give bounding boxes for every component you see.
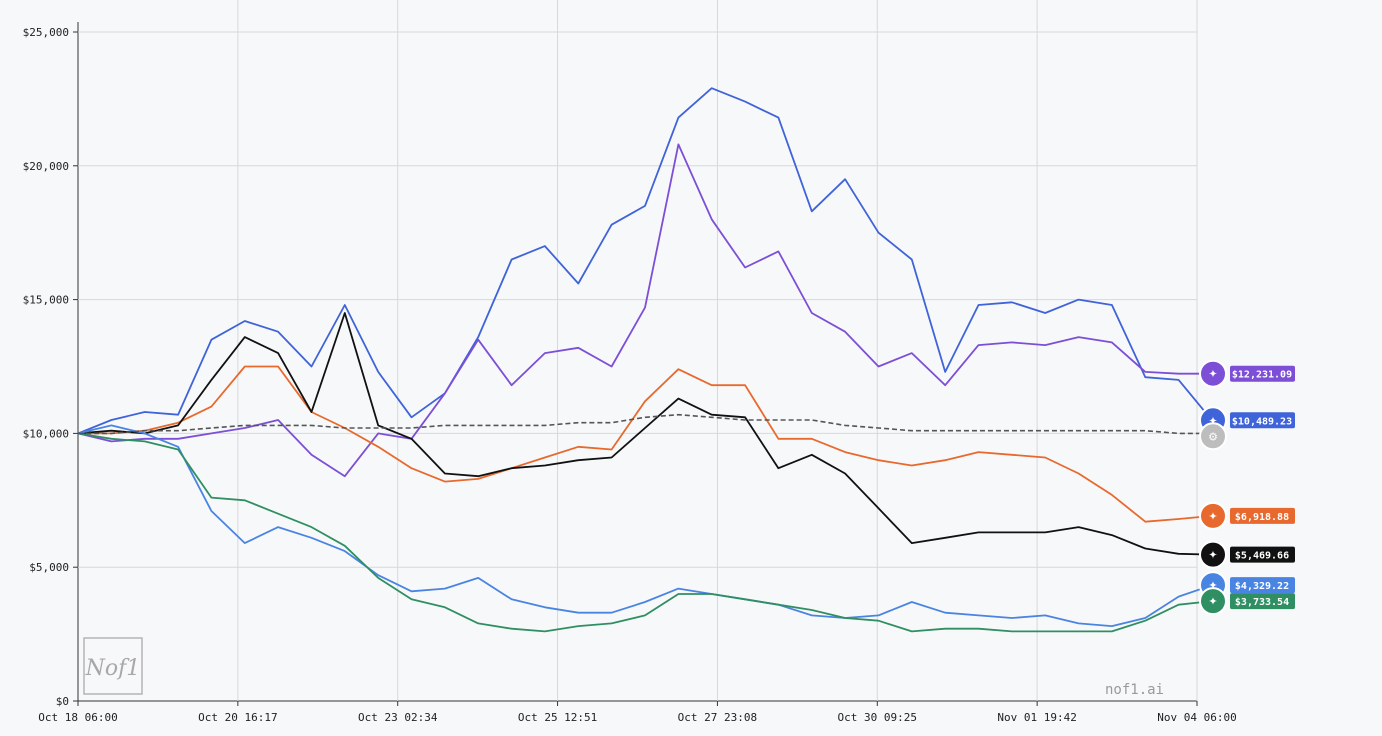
value-badge-label: $12,231.09 xyxy=(1232,370,1292,381)
series-end-marker: ✦ $3,733.54 xyxy=(1199,587,1295,616)
series-line-6 xyxy=(77,432,1213,633)
y-tick-label: $25,000 xyxy=(23,26,69,39)
series-end-marker: ⚙ xyxy=(1199,422,1227,451)
x-tick-label: Oct 30 09:25 xyxy=(838,711,917,724)
value-badge xyxy=(1230,546,1295,563)
series-line-4 xyxy=(77,312,1213,556)
series-line-5 xyxy=(77,424,1213,627)
series-end-marker: ✦ $5,469.66 xyxy=(1199,540,1295,569)
series-end-marker: ✦ $10,489.23 xyxy=(1199,406,1295,435)
x-tick-label: Oct 18 06:00 xyxy=(38,711,117,724)
value-badge-label: $5,469.66 xyxy=(1235,551,1289,562)
series-end-marker: ✦ $12,231.09 xyxy=(1199,359,1295,388)
value-badge-label: $3,733.54 xyxy=(1235,597,1289,608)
value-badge-label: $10,489.23 xyxy=(1232,416,1292,427)
value-badge-label: $4,329.22 xyxy=(1235,581,1289,592)
y-tick-label: $15,000 xyxy=(23,294,69,307)
icon-glyph: ✦ xyxy=(1208,414,1217,427)
value-badge xyxy=(1230,577,1295,594)
ring-slash-icon xyxy=(1199,540,1227,569)
value-badge-label: $6,918.88 xyxy=(1235,512,1289,523)
x-tick-label: Oct 27 23:08 xyxy=(678,711,757,724)
value-badge xyxy=(1230,507,1295,524)
y-axis: $0 $5,000 $10,000 $15,000 $20,000 $25,000 xyxy=(23,26,78,708)
y-tick-label: $0 xyxy=(56,695,69,708)
series-line-7 xyxy=(78,413,1212,435)
x-tick-label: Oct 23 02:34 xyxy=(358,711,438,724)
chart-grid xyxy=(77,0,1198,702)
y-tick-label: $5,000 xyxy=(29,561,69,574)
icon-glyph: ⚙ xyxy=(1208,430,1218,443)
icon-glyph: ✦ xyxy=(1208,510,1217,523)
icon-glyph: ✦ xyxy=(1208,595,1217,608)
knot-logo-icon xyxy=(1199,587,1227,616)
series-badges: ✦ $12,231.09 ✦ $10,489.23 ⚙ ✦ $6,918.88 ✦ $5,469… xyxy=(1199,359,1295,616)
series-end-marker: ✦ $6,918.88 xyxy=(1199,501,1295,530)
x-tick-label: Nov 04 06:00 xyxy=(1157,711,1236,724)
y-tick-label: $20,000 xyxy=(23,160,69,173)
y-tick-label: $10,000 xyxy=(23,427,69,440)
x-tick-label: Oct 25 12:51 xyxy=(518,711,597,724)
icon-glyph: ✦ xyxy=(1208,549,1217,562)
x-axis: Oct 18 06:00 Oct 20 16:17 Oct 23 02:34 Oct … xyxy=(38,701,1237,724)
logo-text: Nof1 xyxy=(85,656,141,681)
nof1-logo: Nof1 xyxy=(83,637,143,695)
triangle-logo-icon xyxy=(1199,359,1227,388)
value-badge xyxy=(1230,593,1295,610)
x-tick-label: Nov 01 19:42 xyxy=(997,711,1076,724)
value-badge xyxy=(1230,412,1295,429)
series-line-3 xyxy=(78,365,1213,523)
series-lines xyxy=(77,87,1213,633)
series-line-2 xyxy=(77,143,1212,478)
gear-badge-icon xyxy=(1199,422,1227,451)
x-tick-label: Oct 20 16:17 xyxy=(198,711,277,724)
starburst-icon xyxy=(1199,501,1227,530)
value-badge xyxy=(1230,365,1295,382)
series-line-1 xyxy=(77,87,1213,435)
icon-glyph: ✦ xyxy=(1208,368,1217,381)
icon-glyph: ✦ xyxy=(1208,579,1217,592)
watermark: nof1.ai xyxy=(1105,682,1164,698)
